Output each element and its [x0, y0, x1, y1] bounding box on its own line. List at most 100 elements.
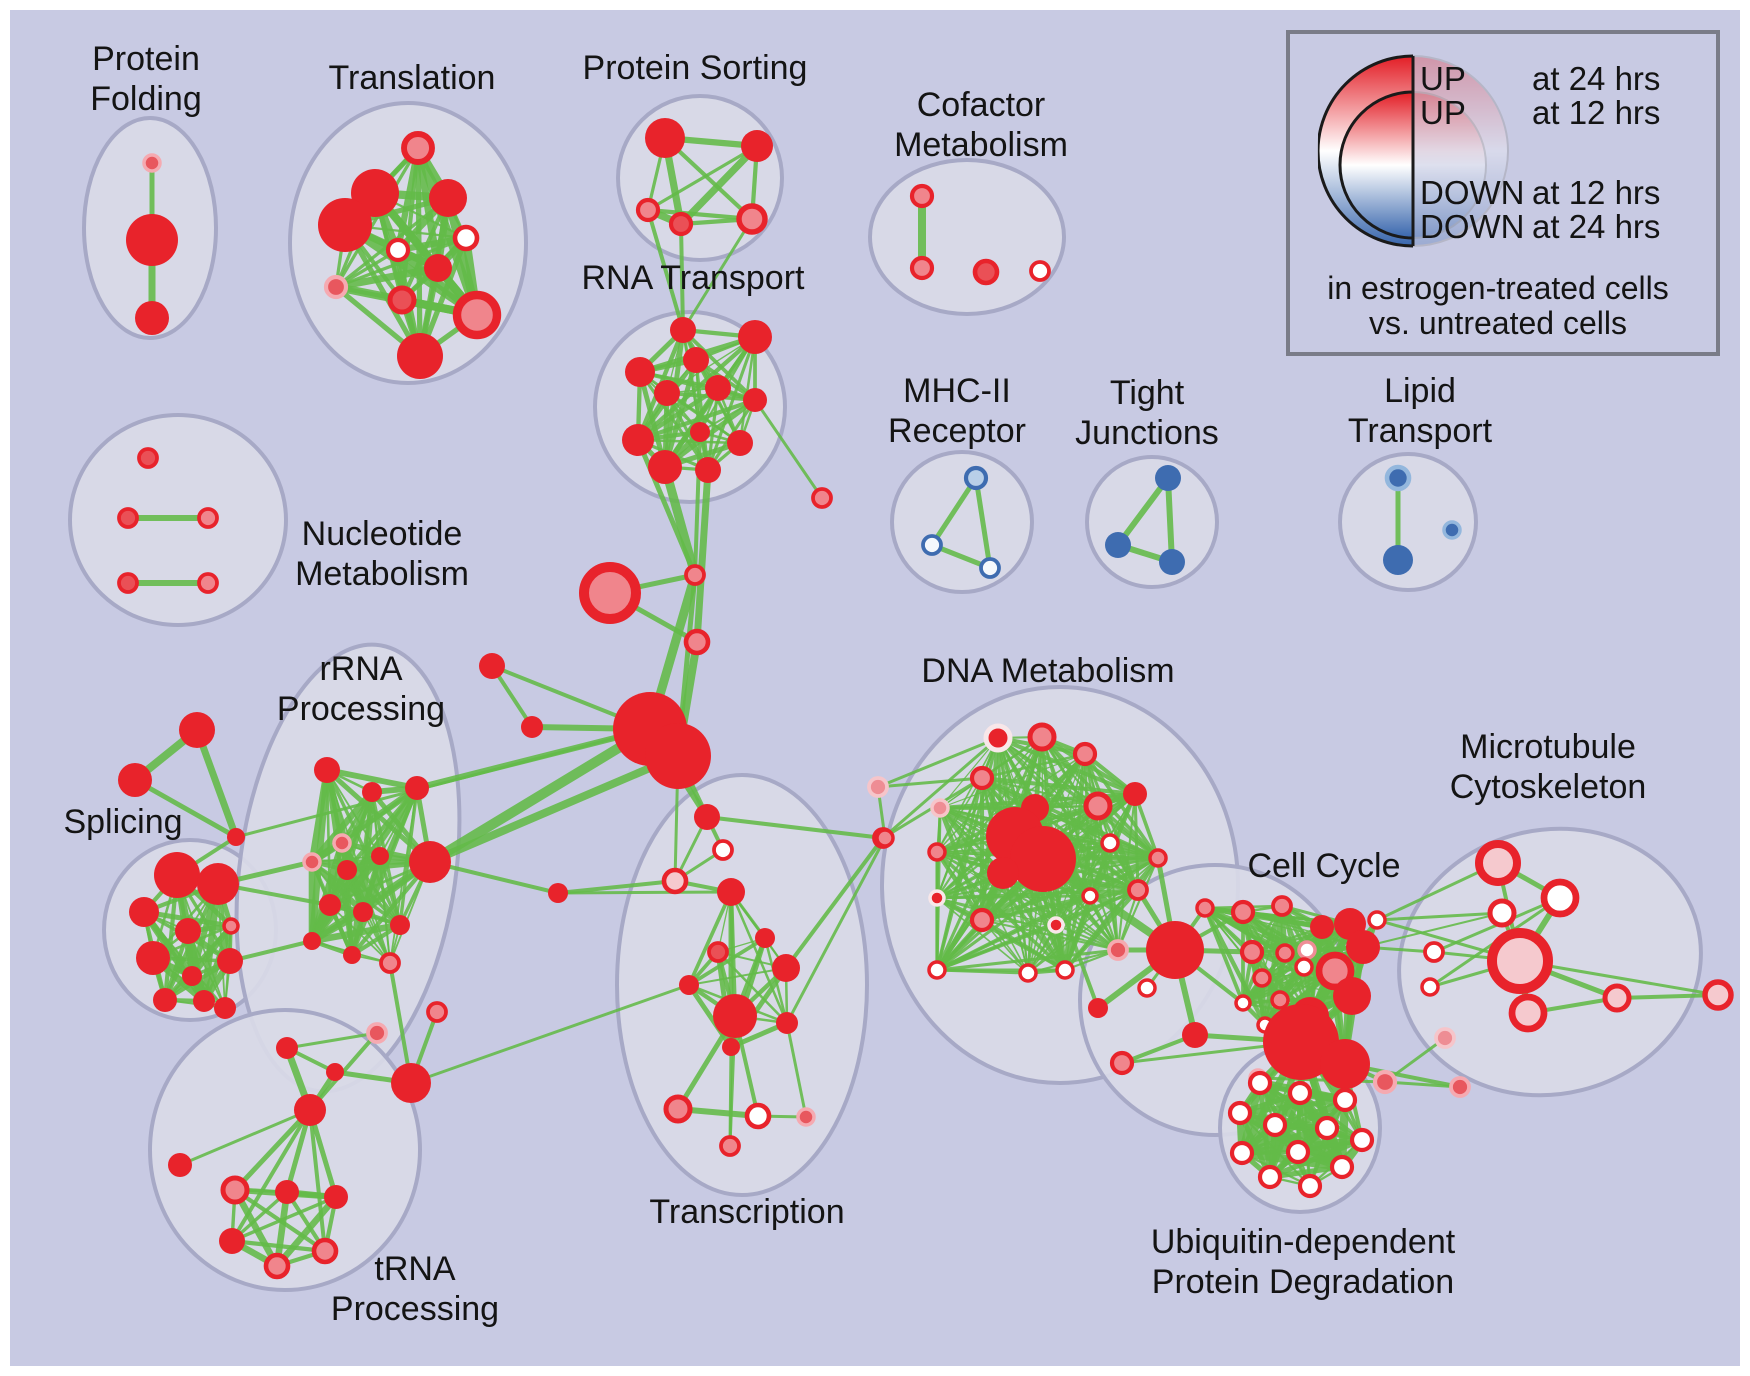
network-node — [337, 860, 357, 880]
network-node — [117, 572, 139, 594]
network-edge — [178, 1108, 312, 1167]
network-node — [1010, 826, 1076, 892]
network-edge — [638, 370, 710, 472]
network-edge — [646, 144, 759, 212]
network-node — [1155, 465, 1181, 491]
network-node — [713, 994, 757, 1038]
network-node — [1262, 1112, 1288, 1138]
network-edge — [939, 737, 999, 809]
network-node — [690, 422, 710, 442]
network-node — [1602, 983, 1632, 1013]
network-edge — [706, 335, 757, 472]
network-node — [622, 424, 654, 456]
network-edge — [935, 948, 1120, 972]
network-node — [217, 948, 243, 974]
network-edge — [784, 836, 885, 970]
network-edge — [728, 1045, 733, 1148]
cluster-cofactor-metabolism — [868, 158, 1066, 316]
network-node — [401, 131, 435, 165]
network-node — [1420, 977, 1440, 997]
network-node — [318, 198, 372, 252]
network-node — [736, 203, 768, 235]
network-edge — [973, 475, 993, 571]
cluster-label-tight-junctions: Junctions — [1075, 414, 1219, 452]
network-edge — [979, 855, 1161, 923]
network-node — [219, 1228, 245, 1254]
cluster-label-lipid-transport: Lipid — [1384, 372, 1456, 410]
network-node — [366, 1022, 388, 1044]
network-edge — [929, 475, 979, 548]
network-node — [117, 507, 139, 529]
legend-down12-time: at 12 hrs — [1532, 174, 1660, 211]
network-node — [983, 723, 1013, 753]
network-node — [1434, 1027, 1456, 1049]
network-node — [1423, 941, 1445, 963]
network-node — [136, 941, 170, 975]
network-node — [1294, 957, 1314, 977]
network-node — [126, 214, 178, 266]
network-node — [227, 828, 245, 846]
network-edge — [687, 890, 733, 987]
network-node — [1083, 791, 1113, 821]
cluster-label-ubiquitin-degradation: Protein Degradation — [1152, 1263, 1454, 1301]
network-edge — [981, 919, 1057, 926]
network-edge — [936, 737, 999, 853]
network-edge — [230, 1108, 312, 1243]
cluster-label-rrna-processing: Processing — [277, 690, 445, 728]
network-node — [727, 430, 753, 456]
network-node — [930, 798, 950, 818]
network-edge — [379, 855, 391, 964]
network-edge — [635, 397, 758, 443]
network-node — [1285, 1139, 1311, 1165]
network-node — [1239, 939, 1265, 965]
network-node — [1257, 1164, 1283, 1190]
network-node — [796, 1107, 816, 1127]
network-node — [326, 1063, 344, 1081]
network-node — [1475, 840, 1521, 886]
cluster-label-tight-junctions: Tight — [1110, 374, 1185, 412]
network-edge — [635, 334, 758, 443]
network-node — [738, 320, 772, 354]
network-node — [1349, 1127, 1375, 1153]
network-edge — [935, 894, 1092, 972]
network-edge — [646, 208, 685, 332]
network-node — [909, 183, 935, 209]
network-edge — [426, 752, 682, 866]
network-edge — [1615, 993, 1720, 1000]
cluster-label-transcription: Transcription — [649, 1193, 844, 1231]
network-edge — [980, 888, 1140, 922]
network-node — [1018, 963, 1038, 983]
network-node — [648, 450, 682, 484]
legend-up12-label: UP — [1420, 94, 1466, 131]
legend-box: UP at 24 hrs UP at 12 hrs DOWN at 12 hrs… — [1286, 30, 1720, 356]
network-edge — [229, 1238, 328, 1254]
network-edge — [230, 1195, 338, 1243]
network-edge — [677, 142, 761, 228]
cluster-transcription — [615, 773, 869, 1197]
legend-up12-time: at 12 hrs — [1532, 94, 1660, 131]
network-node — [927, 960, 947, 980]
network-edge — [1237, 1097, 1348, 1116]
legend-caption-line2: vs. untreated cells — [1369, 305, 1627, 341]
network-node — [1333, 977, 1371, 1015]
network-node — [1182, 1022, 1208, 1048]
network-edge — [1241, 965, 1306, 1005]
network-edge — [1027, 857, 1159, 974]
network-node — [1072, 741, 1098, 767]
network-node — [743, 388, 767, 412]
network-node — [129, 897, 159, 927]
network-node — [409, 841, 451, 883]
network-node — [1487, 928, 1553, 994]
network-node — [663, 1094, 693, 1124]
network-node — [429, 179, 467, 217]
network-node — [1314, 1115, 1340, 1141]
network-node — [1146, 921, 1204, 979]
network-node — [1105, 532, 1131, 558]
network-node — [1229, 1140, 1255, 1166]
network-node — [1107, 939, 1129, 961]
network-node — [1148, 848, 1168, 868]
network-edge — [556, 879, 677, 895]
cluster-label-protein-folding: Protein — [92, 40, 200, 78]
network-edge — [694, 358, 742, 445]
